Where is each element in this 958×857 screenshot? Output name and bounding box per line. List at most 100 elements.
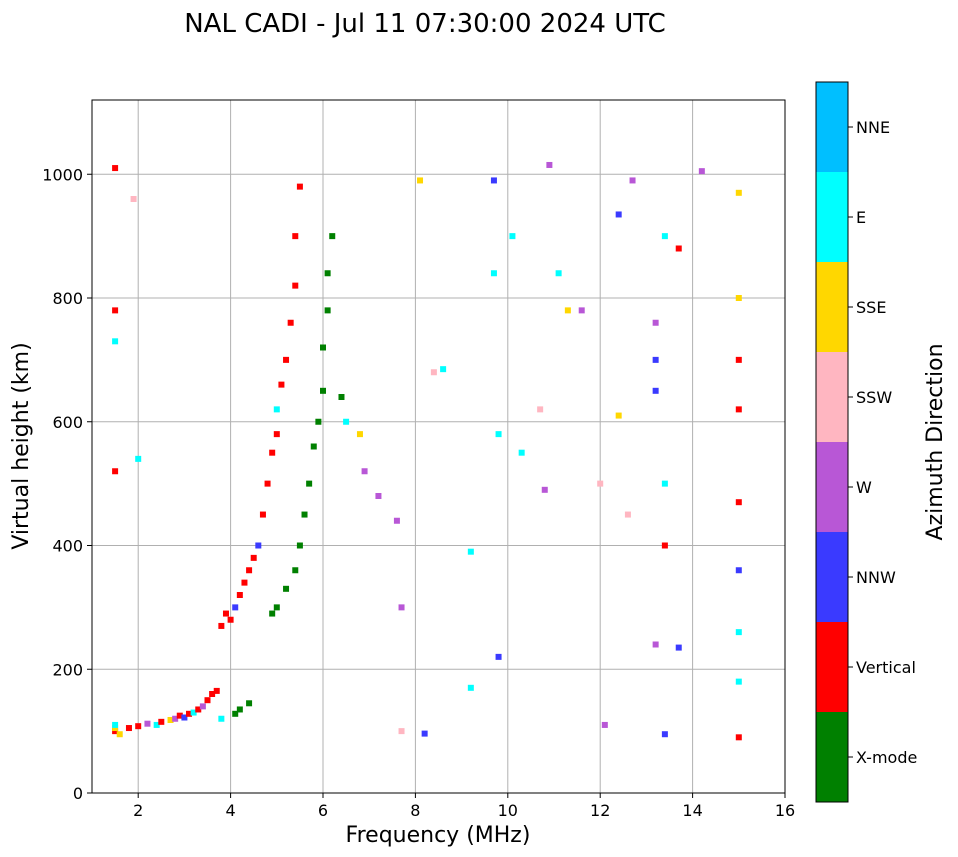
colorbar-segment [816, 622, 848, 712]
data-point [269, 610, 276, 617]
x-tick-label: 16 [775, 801, 795, 820]
data-point [564, 307, 571, 314]
data-point [232, 710, 239, 717]
data-point [495, 653, 502, 660]
data-point [315, 418, 322, 425]
data-point [735, 499, 742, 506]
data-point [324, 270, 331, 277]
data-point [246, 567, 253, 574]
data-point [310, 443, 317, 450]
data-point [283, 585, 290, 592]
data-point [735, 629, 742, 636]
data-point [181, 714, 188, 721]
data-point [213, 687, 220, 694]
y-ticks: 0 200 400 600 800 1000 [42, 165, 92, 803]
data-point [287, 319, 294, 326]
data-point [112, 725, 119, 732]
data-point [292, 233, 299, 240]
data-point [135, 723, 142, 730]
data-point [112, 721, 119, 728]
y-tick-label: 1000 [42, 165, 83, 184]
data-point [735, 189, 742, 196]
data-point [278, 381, 285, 388]
data-point [296, 183, 303, 190]
chart-title: NAL CADI - Jul 11 07:30:00 2024 UTC [184, 9, 666, 39]
colorbar-segment [816, 352, 848, 442]
data-point [112, 165, 119, 172]
data-point [541, 486, 548, 493]
data-point [144, 720, 151, 727]
data-point [615, 412, 622, 419]
colorbar-label: NNE [856, 118, 890, 137]
data-point [509, 233, 516, 240]
data-points [112, 161, 742, 741]
data-point [495, 431, 502, 438]
data-point [467, 548, 474, 555]
colorbar-label: X-mode [856, 748, 917, 767]
data-point [393, 517, 400, 524]
data-point [675, 245, 682, 252]
colorbar-segment [816, 82, 848, 172]
data-point [125, 725, 132, 732]
data-point [250, 554, 257, 561]
data-point [537, 406, 544, 413]
colorbar-segment [816, 712, 848, 802]
data-point [417, 177, 424, 184]
data-point [490, 270, 497, 277]
colorbar-label: E [856, 208, 866, 227]
data-point [735, 567, 742, 574]
x-tick-label: 14 [682, 801, 702, 820]
data-point [735, 356, 742, 363]
colorbar-label: NNW [856, 568, 896, 587]
x-tick-label: 2 [133, 801, 143, 820]
data-point [273, 406, 280, 413]
data-point [601, 721, 608, 728]
data-point [236, 592, 243, 598]
data-point [398, 728, 405, 735]
data-point [130, 196, 137, 202]
y-tick-label: 0 [73, 784, 83, 803]
colorbar: X-mode Vertical NNW W SSW SSE E NNE [815, 81, 917, 803]
colorbar-label: W [856, 478, 872, 497]
colorbar-segment [816, 532, 848, 622]
data-point [430, 369, 437, 376]
x-tick-label: 4 [226, 801, 236, 820]
data-point [320, 344, 326, 351]
y-axis-label: Virtual height (km) [9, 342, 34, 549]
y-tick-label: 800 [52, 289, 83, 308]
data-point [652, 356, 659, 363]
data-point [698, 168, 705, 175]
data-point [361, 468, 368, 475]
data-point [306, 480, 313, 487]
data-point [375, 493, 382, 499]
data-point [735, 406, 742, 413]
data-point [222, 610, 229, 617]
data-point [292, 567, 299, 574]
plot-frame [91, 99, 786, 794]
data-point [735, 734, 742, 741]
grid-lines [92, 100, 786, 794]
data-point [112, 338, 119, 345]
data-point [273, 431, 280, 438]
data-point [324, 307, 331, 314]
data-point [246, 700, 253, 707]
data-point [209, 691, 216, 697]
data-point [204, 697, 211, 704]
colorbar-label: Vertical [856, 658, 916, 677]
data-point [624, 511, 631, 518]
data-point [232, 604, 239, 611]
x-tick-label: 8 [410, 801, 420, 820]
data-point [255, 542, 262, 549]
data-point [467, 684, 474, 691]
data-point [172, 715, 179, 722]
data-point [269, 449, 276, 456]
data-point [518, 449, 525, 456]
data-point [597, 480, 604, 487]
data-point [398, 604, 405, 611]
data-point [186, 710, 193, 717]
data-point [320, 387, 326, 394]
x-tick-label: 12 [590, 801, 610, 820]
colorbar-label: SSE [856, 298, 886, 317]
data-point [301, 511, 308, 518]
